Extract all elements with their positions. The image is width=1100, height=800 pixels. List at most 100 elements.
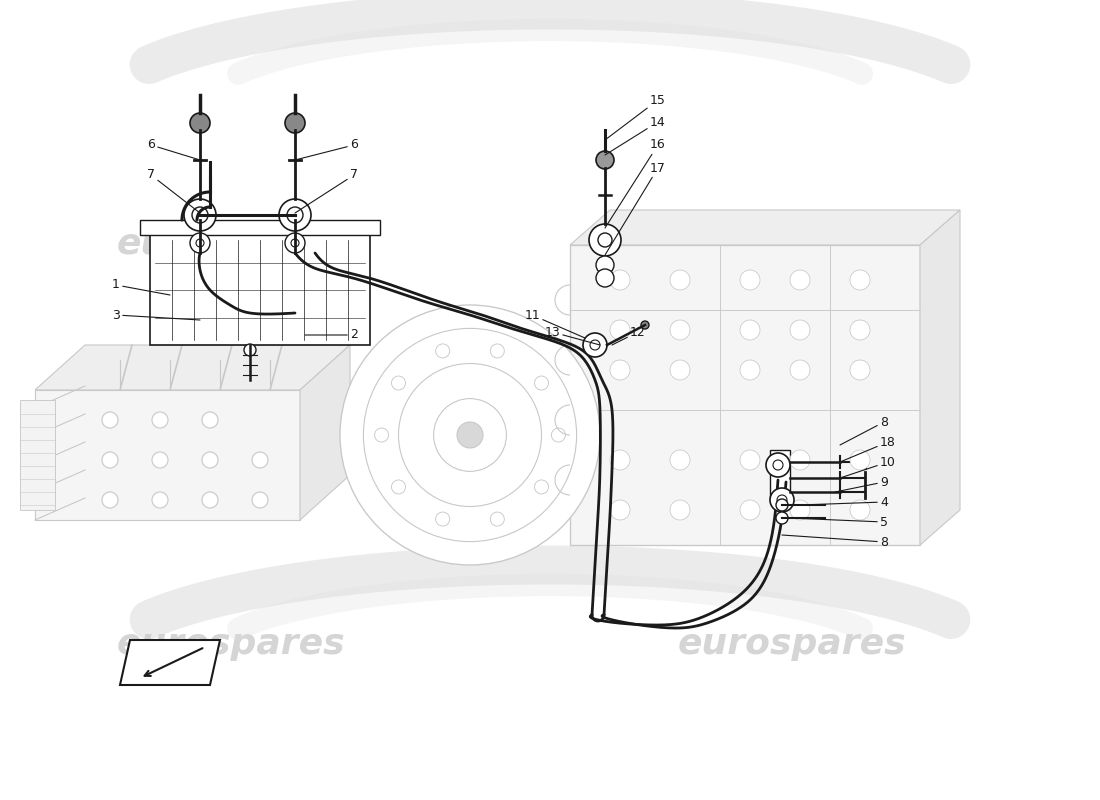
Text: 13: 13 xyxy=(544,326,600,345)
Text: 1: 1 xyxy=(112,278,170,295)
Circle shape xyxy=(850,360,870,380)
Circle shape xyxy=(596,256,614,274)
Circle shape xyxy=(740,360,760,380)
Polygon shape xyxy=(140,220,379,235)
Text: eurospares: eurospares xyxy=(117,227,345,261)
Circle shape xyxy=(102,452,118,468)
Circle shape xyxy=(491,512,504,526)
Circle shape xyxy=(790,500,810,520)
Circle shape xyxy=(202,492,218,508)
Text: 8: 8 xyxy=(840,415,888,445)
Circle shape xyxy=(535,376,549,390)
Circle shape xyxy=(776,512,788,524)
Circle shape xyxy=(285,113,305,133)
Circle shape xyxy=(790,360,810,380)
Text: 2: 2 xyxy=(305,329,358,342)
Polygon shape xyxy=(770,450,790,500)
Circle shape xyxy=(456,422,483,448)
Circle shape xyxy=(670,320,690,340)
Circle shape xyxy=(740,450,760,470)
Circle shape xyxy=(850,500,870,520)
Circle shape xyxy=(102,412,118,428)
Circle shape xyxy=(252,492,268,508)
Circle shape xyxy=(790,320,810,340)
Circle shape xyxy=(398,363,541,506)
Circle shape xyxy=(590,340,600,350)
Polygon shape xyxy=(920,210,960,545)
Circle shape xyxy=(670,270,690,290)
Circle shape xyxy=(641,321,649,329)
Circle shape xyxy=(770,488,794,512)
Circle shape xyxy=(610,450,630,470)
Circle shape xyxy=(184,199,216,231)
Circle shape xyxy=(192,207,208,223)
Text: 11: 11 xyxy=(525,309,585,338)
Circle shape xyxy=(436,344,450,358)
Text: 8: 8 xyxy=(782,535,888,549)
Text: eurospares: eurospares xyxy=(117,627,345,661)
Circle shape xyxy=(392,376,406,390)
Circle shape xyxy=(152,412,168,428)
Circle shape xyxy=(152,492,168,508)
Circle shape xyxy=(202,412,218,428)
Circle shape xyxy=(773,460,783,470)
Text: 14: 14 xyxy=(605,115,665,155)
Polygon shape xyxy=(300,345,350,520)
Text: 7: 7 xyxy=(295,169,358,213)
Text: 12: 12 xyxy=(612,326,646,345)
Circle shape xyxy=(292,239,299,247)
Text: 15: 15 xyxy=(605,94,665,140)
Circle shape xyxy=(252,452,268,468)
Circle shape xyxy=(375,428,388,442)
Circle shape xyxy=(850,270,870,290)
Circle shape xyxy=(433,398,506,471)
Circle shape xyxy=(244,344,256,356)
Circle shape xyxy=(610,500,630,520)
Circle shape xyxy=(740,320,760,340)
Text: 4: 4 xyxy=(800,495,888,509)
Circle shape xyxy=(670,360,690,380)
Circle shape xyxy=(776,499,788,511)
Circle shape xyxy=(740,270,760,290)
Circle shape xyxy=(190,233,210,253)
Polygon shape xyxy=(150,235,370,345)
Polygon shape xyxy=(35,390,300,520)
Circle shape xyxy=(850,320,870,340)
Circle shape xyxy=(202,452,218,468)
Circle shape xyxy=(740,500,760,520)
Text: 9: 9 xyxy=(835,475,888,492)
Circle shape xyxy=(392,480,406,494)
Circle shape xyxy=(777,495,786,505)
Circle shape xyxy=(850,450,870,470)
Circle shape xyxy=(363,328,576,542)
Circle shape xyxy=(436,512,450,526)
Circle shape xyxy=(610,320,630,340)
Circle shape xyxy=(340,305,600,565)
Circle shape xyxy=(491,344,504,358)
Text: eurospares: eurospares xyxy=(678,227,906,261)
Text: 3: 3 xyxy=(112,309,200,322)
Text: 16: 16 xyxy=(605,138,665,228)
Text: 6: 6 xyxy=(147,138,200,160)
Circle shape xyxy=(670,450,690,470)
Polygon shape xyxy=(20,400,55,510)
Circle shape xyxy=(190,113,210,133)
Circle shape xyxy=(551,428,565,442)
Circle shape xyxy=(610,360,630,380)
Circle shape xyxy=(287,207,303,223)
Circle shape xyxy=(596,269,614,287)
Text: 17: 17 xyxy=(605,162,665,255)
Polygon shape xyxy=(120,640,220,685)
Circle shape xyxy=(583,333,607,357)
Polygon shape xyxy=(35,345,350,390)
Circle shape xyxy=(596,151,614,169)
Circle shape xyxy=(279,199,311,231)
Text: 6: 6 xyxy=(295,138,358,160)
Text: 7: 7 xyxy=(147,169,200,213)
Circle shape xyxy=(610,270,630,290)
Circle shape xyxy=(152,452,168,468)
Text: 10: 10 xyxy=(840,455,895,478)
Circle shape xyxy=(790,270,810,290)
Text: 5: 5 xyxy=(788,515,888,529)
Circle shape xyxy=(102,492,118,508)
